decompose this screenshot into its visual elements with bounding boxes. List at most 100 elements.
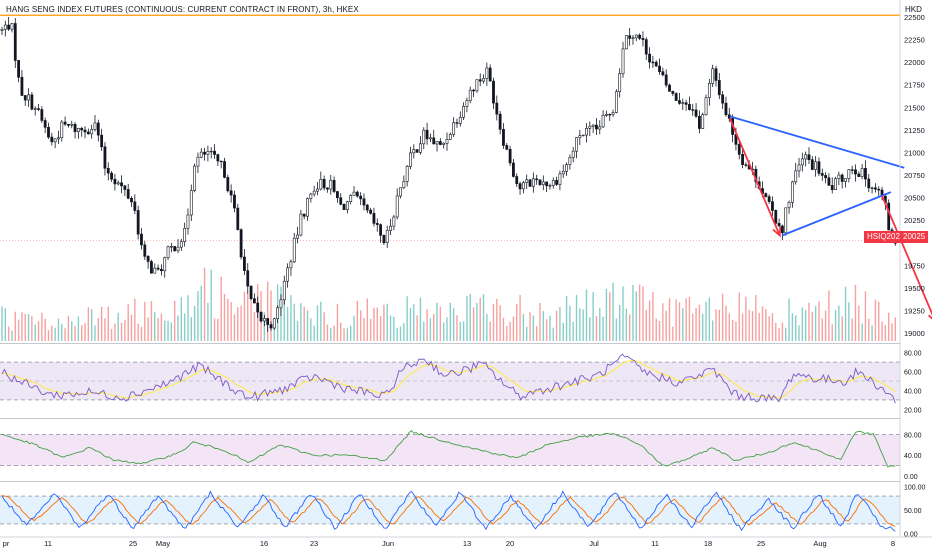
- volume-bar: [4, 308, 7, 341]
- candle-body: [834, 178, 837, 190]
- candle-body: [236, 207, 240, 230]
- candle-body: [17, 60, 21, 78]
- candle-body: [219, 160, 223, 163]
- price-tick-label: 19500: [904, 284, 925, 293]
- candle-body: [777, 223, 781, 227]
- volume-bar: [592, 292, 594, 341]
- candle-body: [654, 61, 658, 67]
- candle-body: [133, 201, 137, 211]
- candle-body: [223, 161, 226, 178]
- volume-bar: [605, 288, 608, 341]
- volume-bar: [808, 302, 810, 341]
- candle-body: [259, 311, 263, 322]
- candle-body: [850, 169, 854, 171]
- volume-bar: [466, 296, 468, 341]
- volume-bar: [748, 309, 750, 341]
- volume-bar: [94, 325, 96, 341]
- volume-bar: [442, 322, 445, 341]
- volume-bar: [841, 316, 843, 341]
- candle-body: [531, 178, 535, 187]
- volume-bar: [818, 301, 820, 341]
- candle-body: [797, 164, 801, 172]
- candle-body: [478, 79, 482, 82]
- candle-body: [3, 24, 7, 30]
- volume-bar: [738, 292, 740, 341]
- candle-body: [737, 144, 741, 155]
- volume-bar: [183, 313, 186, 341]
- candle-body: [73, 124, 77, 132]
- volume-bar: [838, 305, 840, 341]
- candle-body: [349, 195, 353, 202]
- volume-bar: [585, 289, 588, 341]
- time-tick-label: 16: [260, 539, 268, 548]
- candle-body: [568, 157, 572, 165]
- candle-body: [438, 141, 442, 145]
- candle-body: [23, 95, 27, 101]
- stochastic-tick-label: 0.00: [904, 531, 918, 538]
- volume-bar: [77, 316, 80, 341]
- candle-body: [369, 209, 373, 214]
- candle-body: [286, 267, 290, 282]
- volume-bar: [230, 302, 232, 341]
- triangle-upper-trendline: [729, 115, 905, 169]
- volume-bar: [552, 327, 554, 341]
- volume-bar: [130, 314, 133, 341]
- candle-body: [53, 138, 57, 143]
- candle-body: [721, 94, 725, 104]
- candle-body: [269, 324, 273, 329]
- volume-bar: [702, 313, 704, 341]
- candle-body: [206, 150, 210, 155]
- candle-body: [704, 97, 708, 115]
- candle-body: [631, 37, 635, 39]
- first-leg-arrow-head: [772, 226, 782, 238]
- candle-body: [130, 198, 133, 203]
- candle-body: [525, 179, 529, 183]
- volume-bar: [389, 315, 392, 341]
- candle-body: [455, 122, 459, 124]
- candle-body: [243, 256, 246, 271]
- candle-body: [847, 169, 851, 179]
- candle-body: [545, 181, 549, 187]
- volume-bar: [207, 302, 209, 341]
- indicator-panes: 80.0060.0040.0020.0080.0040.000.00100.00…: [0, 343, 926, 538]
- volume-bar: [891, 323, 893, 341]
- candle-body: [432, 137, 436, 145]
- price-tick-label: 22000: [904, 58, 925, 67]
- candle-body: [644, 39, 648, 55]
- candle-body: [209, 150, 213, 153]
- volume-bar: [725, 305, 727, 341]
- rsi-signal-line: [1, 359, 896, 399]
- candle-body: [233, 194, 236, 209]
- candle-body: [445, 138, 449, 144]
- volume-bar: [559, 307, 561, 341]
- candle-body: [561, 170, 565, 175]
- volume-bar: [735, 321, 737, 341]
- candle-body: [163, 257, 167, 272]
- volume-bar: [499, 305, 501, 341]
- rsi-pane: 80.00 60.00 40.00 20.00: [0, 351, 922, 414]
- candle-body: [100, 134, 104, 148]
- volume-bar: [31, 316, 33, 341]
- candlesticks: [0, 16, 897, 332]
- candle-body: [674, 93, 678, 101]
- candle-body: [123, 185, 127, 190]
- candle-body: [465, 100, 469, 107]
- volume-bar: [652, 292, 654, 341]
- candle-body: [854, 169, 857, 175]
- volume-bar: [283, 293, 285, 341]
- candle-body: [415, 149, 419, 153]
- candle-body: [57, 137, 60, 140]
- candle-body: [359, 195, 363, 200]
- candle-body: [668, 84, 671, 92]
- candle-body: [697, 115, 701, 129]
- volume-bar: [150, 301, 153, 341]
- volume-bar: [609, 292, 611, 341]
- volume-bar: [409, 308, 412, 341]
- candle-body: [405, 166, 409, 182]
- volume-bar: [472, 307, 475, 341]
- volume-bar: [874, 299, 877, 341]
- volume-bar: [217, 318, 219, 341]
- volume-bar: [213, 318, 216, 341]
- candle-body: [824, 175, 827, 179]
